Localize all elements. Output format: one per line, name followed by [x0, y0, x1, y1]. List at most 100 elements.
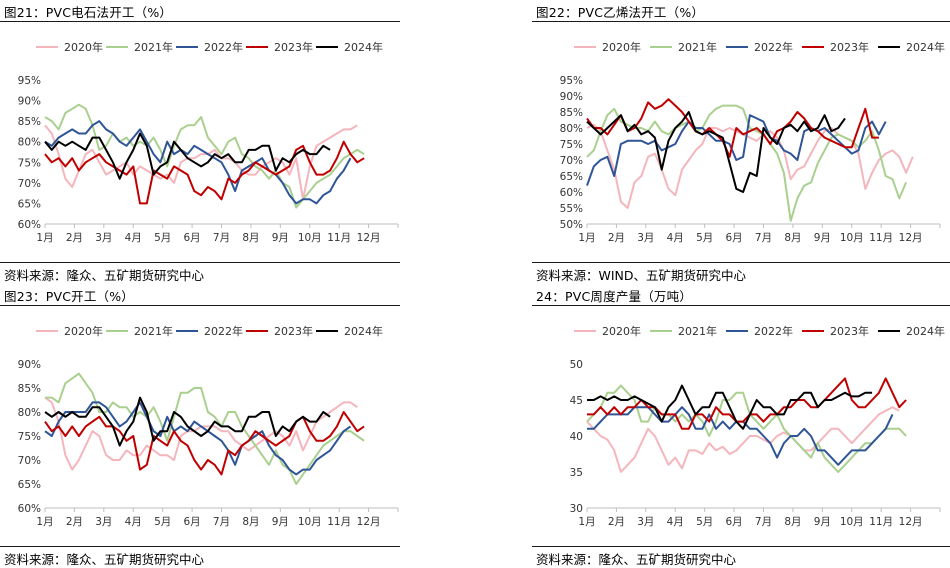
x-tick-label: 5月	[696, 516, 713, 528]
series-line	[44, 103, 365, 209]
legend-item: 2021年	[650, 40, 717, 54]
y-tick-label: 70%	[18, 178, 41, 190]
legend-item: 2020年	[36, 324, 103, 338]
legend-item: 2024年	[316, 40, 383, 54]
source-note: 资料来源：隆众、五矿期货研究中心	[4, 552, 205, 567]
legend-item: 2024年	[878, 324, 945, 338]
legend-label: 2022年	[204, 324, 243, 338]
title-divider	[0, 21, 400, 22]
y-tick-label: 85%	[18, 383, 41, 395]
x-tick-label: 10月	[298, 232, 322, 244]
legend-label: 2022年	[754, 40, 793, 54]
legend-label: 2022年	[754, 324, 793, 338]
x-tick-label: 10月	[298, 516, 322, 528]
x-tick-label: 3月	[95, 516, 112, 528]
series-line	[44, 120, 352, 205]
y-tick-label: 35	[570, 467, 583, 479]
x-tick-label: 7月	[213, 516, 230, 528]
legend-label: 2024年	[344, 40, 383, 54]
x-tick-label: 9月	[814, 232, 831, 244]
x-tick-label: 4月	[667, 516, 684, 528]
y-tick-label: 50%	[560, 219, 583, 231]
series-line	[586, 111, 846, 193]
x-tick-label: 9月	[272, 516, 289, 528]
x-tick-label: 11月	[327, 516, 351, 528]
y-tick-label: 70%	[18, 455, 41, 467]
y-tick-label: 95%	[560, 75, 583, 87]
chart-title: 图23：PVC开工（%）	[4, 289, 135, 304]
series-line	[44, 401, 352, 476]
y-tick-label: 50	[570, 359, 583, 371]
legend-label: 2023年	[830, 40, 869, 54]
chart-panel-pvc-ethylene: 图22：PVC乙烯法开工（%） 2020年 2021年 2022年 2023年 2024…	[532, 0, 950, 286]
y-tick-label: 90%	[18, 96, 41, 108]
y-tick-label: 60%	[560, 187, 583, 199]
legend-item: 2020年	[36, 40, 103, 54]
x-tick-label: 1月	[578, 232, 595, 244]
chart-title: 24：PVC周度产量（万吨）	[536, 289, 693, 304]
y-tick-label: 90%	[560, 91, 583, 103]
series-line	[44, 124, 358, 201]
series-line	[586, 114, 887, 186]
series-line	[586, 384, 907, 473]
x-tick-label: 6月	[183, 516, 200, 528]
x-tick-label: 2月	[608, 232, 625, 244]
line-chart: 2020年 2021年 2022年 2023年 2024年 60% 65% 70% 75% 80%…	[18, 324, 399, 528]
y-tick-label: 90%	[18, 359, 41, 371]
series-line	[587, 406, 894, 466]
y-tick-label: 60%	[18, 503, 41, 515]
legend-item: 2022年	[726, 40, 793, 54]
title-divider	[532, 21, 950, 22]
y-tick-label: 70%	[560, 155, 583, 167]
x-tick-label: 12月	[357, 516, 381, 528]
x-tick-label: 12月	[357, 232, 381, 244]
x-tick-label: 5月	[154, 516, 171, 528]
y-tick-label: 95%	[18, 75, 41, 87]
series-line	[44, 132, 331, 180]
series-line	[587, 377, 907, 430]
title-divider	[532, 305, 950, 306]
x-tick-label: 9月	[272, 232, 289, 244]
legend-item: 2022年	[176, 40, 243, 54]
legend-item: 2021年	[650, 324, 717, 338]
legend-label: 2023年	[830, 324, 869, 338]
y-tick-label: 65%	[18, 198, 41, 210]
legend-item: 2024年	[878, 40, 945, 54]
legend-item: 2023年	[802, 324, 869, 338]
x-tick-label: 8月	[242, 516, 259, 528]
source-note: 资料来源：WIND、五矿期货研究中心	[536, 268, 747, 283]
legend-label: 2024年	[906, 40, 945, 54]
source-divider	[532, 546, 950, 547]
x-tick-label: 10月	[840, 232, 864, 244]
x-tick-label: 3月	[637, 516, 654, 528]
x-tick-label: 8月	[784, 232, 801, 244]
x-tick-label: 8月	[242, 232, 259, 244]
source-divider	[0, 262, 400, 263]
legend-label: 2020年	[64, 324, 103, 338]
chart-panel-pvc-operating-rate: 图23：PVC开工（%） 2020年 2021年 2022年 2023年 2024年 60…	[0, 284, 400, 568]
x-tick-label: 12月	[899, 516, 923, 528]
y-tick-label: 55%	[560, 203, 583, 215]
x-tick-label: 12月	[899, 232, 923, 244]
x-tick-label: 1月	[578, 516, 595, 528]
legend-label: 2024年	[344, 324, 383, 338]
x-tick-label: 2月	[608, 516, 625, 528]
legend-item: 2022年	[176, 324, 243, 338]
source-note: 资料来源：隆众、五矿期货研究中心	[536, 552, 737, 567]
line-chart: 2020年 2021年 2022年 2023年 2024年 30 35 40 45 50 1月 2月 3…	[570, 324, 945, 528]
x-tick-label: 2月	[66, 232, 83, 244]
y-tick-label: 80%	[18, 137, 41, 149]
x-tick-label: 4月	[125, 516, 142, 528]
x-tick-label: 9月	[814, 516, 831, 528]
y-tick-label: 45	[570, 395, 583, 407]
legend-label: 2023年	[274, 324, 313, 338]
y-tick-label: 80%	[560, 123, 583, 135]
y-tick-label: 65%	[18, 479, 41, 491]
x-tick-label: 5月	[154, 232, 171, 244]
x-tick-label: 4月	[125, 232, 142, 244]
legend-label: 2021年	[678, 40, 717, 54]
legend-label: 2021年	[134, 40, 173, 54]
series-line	[44, 140, 365, 205]
legend-item: 2020年	[574, 40, 641, 54]
y-tick-label: 85%	[18, 116, 41, 128]
